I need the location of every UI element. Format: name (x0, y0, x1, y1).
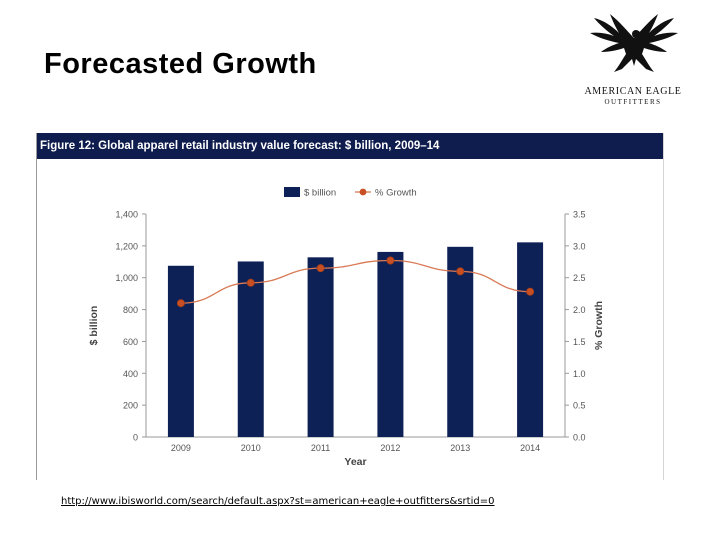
chart-title: Figure 12: Global apparel retail industr… (37, 133, 663, 159)
right-tick-label: 3.0 (573, 241, 586, 251)
left-tick-label: 800 (123, 305, 138, 315)
left-tick-label: 600 (123, 337, 138, 347)
left-tick-label: 1,200 (115, 241, 138, 251)
american-eagle-logo: AMERICAN EAGLE OUTFITTERS (572, 8, 694, 106)
growth-line (180, 259, 531, 304)
y-axis-label: $ billion (88, 306, 100, 346)
x-tick-label: 2009 (171, 443, 191, 453)
x-tick-label: 2013 (450, 443, 470, 453)
eagle-icon (590, 14, 678, 72)
bar-2011 (307, 257, 334, 437)
source-link[interactable]: http://www.ibisworld.com/search/default.… (61, 496, 495, 507)
legend-bar-label: $ billion (304, 188, 336, 199)
bar-2009 (167, 265, 194, 437)
legend-bar-swatch (284, 187, 300, 197)
x-axis-label: Year (344, 456, 366, 468)
growth-point-2013 (456, 267, 465, 276)
growth-point-2012 (386, 256, 395, 265)
x-tick-label: 2012 (380, 443, 400, 453)
left-tick-label: 200 (123, 401, 138, 411)
x-tick-label: 2010 (241, 443, 261, 453)
chart-svg: 0 200 400 600 800 1,000 1,200 1,400 0.0 0.5 1.0 1.5… (88, 187, 605, 468)
growth-point-2010 (246, 278, 255, 287)
bar-2012 (377, 251, 404, 437)
left-tick-label: 0 (133, 433, 138, 443)
legend-line-label: % Growth (375, 188, 417, 199)
x-tick-label: 2011 (311, 443, 330, 453)
right-tick-label: 1.0 (573, 369, 586, 379)
bar-2014 (517, 242, 544, 437)
left-tick-label: 400 (123, 369, 138, 379)
growth-point-2011 (316, 264, 325, 273)
chart-panel: Figure 12: Global apparel retail industr… (36, 133, 664, 480)
y2-axis-label: % Growth (593, 301, 605, 350)
left-tick-label: 1,400 (115, 210, 138, 220)
right-tick-label: 0.0 (573, 433, 586, 443)
x-tick-label: 2014 (520, 443, 540, 453)
right-tick-label: 0.5 (573, 401, 586, 411)
bar-2010 (237, 261, 264, 437)
legend-line-marker (359, 188, 367, 196)
left-tick-label: 1,000 (115, 273, 138, 283)
slide-title: Forecasted Growth (44, 48, 317, 80)
bar-2013 (447, 246, 474, 437)
right-tick-label: 2.0 (573, 305, 586, 315)
growth-point-2009 (176, 299, 185, 308)
logo-subtitle: OUTFITTERS (604, 98, 662, 106)
right-tick-label: 2.5 (573, 273, 586, 283)
growth-point-2014 (526, 287, 535, 296)
right-tick-label: 3.5 (573, 210, 586, 220)
logo-wordmark: AMERICAN EAGLE (584, 86, 682, 97)
right-tick-label: 1.5 (573, 337, 586, 347)
